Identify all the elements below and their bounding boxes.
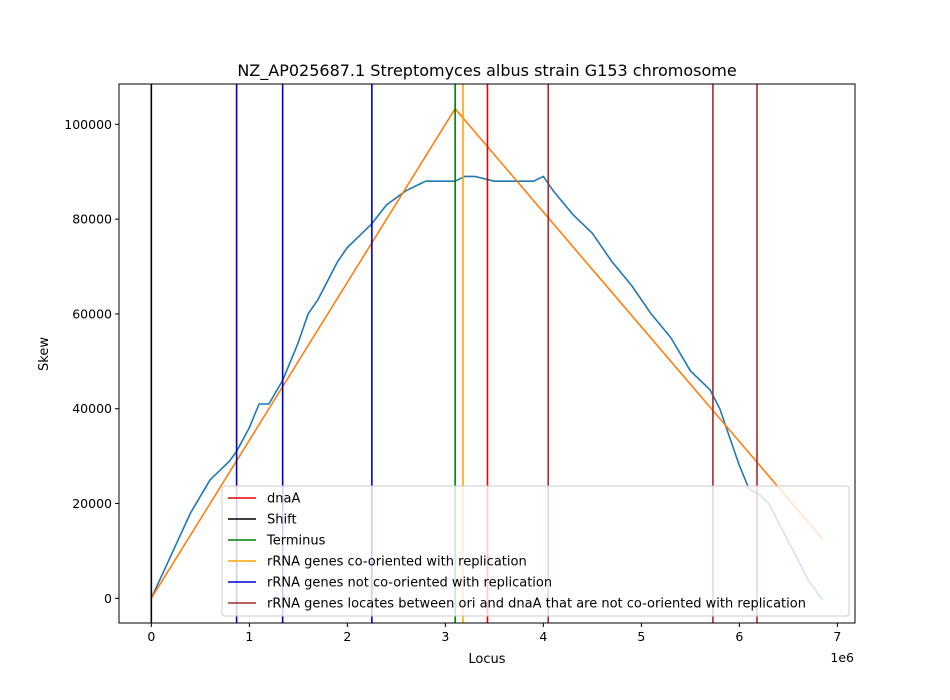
x-tick-label: 3 bbox=[441, 629, 449, 644]
x-tick-label: 2 bbox=[343, 629, 351, 644]
legend-label-shift: Shift bbox=[267, 513, 297, 528]
x-axis-offset-label: 1e6 bbox=[830, 650, 854, 665]
axes-frame bbox=[118, 83, 856, 624]
chart-title: NZ_AP025687.1 Streptomyces albus strain … bbox=[237, 61, 736, 81]
y-tick-label: 80000 bbox=[72, 212, 112, 227]
y-tick-label: 20000 bbox=[72, 496, 112, 511]
x-tick-label: 0 bbox=[147, 629, 155, 644]
y-tick-label: 40000 bbox=[72, 401, 112, 416]
legend-box bbox=[221, 485, 850, 617]
x-tick-label: 6 bbox=[735, 629, 743, 644]
x-tick-label: 7 bbox=[833, 629, 841, 644]
y-tick-label: 0 bbox=[104, 591, 112, 606]
legend-label-rrna-genes-locates-between-ori-and-dnaa-that-are-not-co-oriented-with-replication: rRNA genes locates between ori and dnaA … bbox=[267, 597, 806, 612]
x-axis-label: Locus bbox=[468, 652, 505, 667]
x-tick-label: 4 bbox=[539, 629, 547, 644]
y-axis-label: Skew bbox=[37, 337, 52, 371]
legend: dnaA Shift Terminus rRNA genes co-oriented … bbox=[221, 485, 850, 617]
y-tick-label: 60000 bbox=[72, 306, 112, 321]
legend-label-rrna-genes-not-co-oriented-with-replication: rRNA genes not co-oriented with replicat… bbox=[267, 576, 552, 591]
x-tick-label: 5 bbox=[637, 629, 645, 644]
axes: 0 1 2 3 4 5 6 7 0 20000 40000 60000 80000 100000 bbox=[64, 83, 856, 644]
legend-label-dnaa: dnaA bbox=[267, 492, 300, 507]
legend-label-terminus: Terminus bbox=[266, 534, 326, 549]
legend-label-rrna-genes-co-oriented-with-replication: rRNA genes co-oriented with replication bbox=[267, 555, 527, 570]
y-tick-label: 100000 bbox=[64, 117, 112, 132]
x-tick-label: 1 bbox=[245, 629, 253, 644]
series-line-1 bbox=[150, 175, 824, 601]
